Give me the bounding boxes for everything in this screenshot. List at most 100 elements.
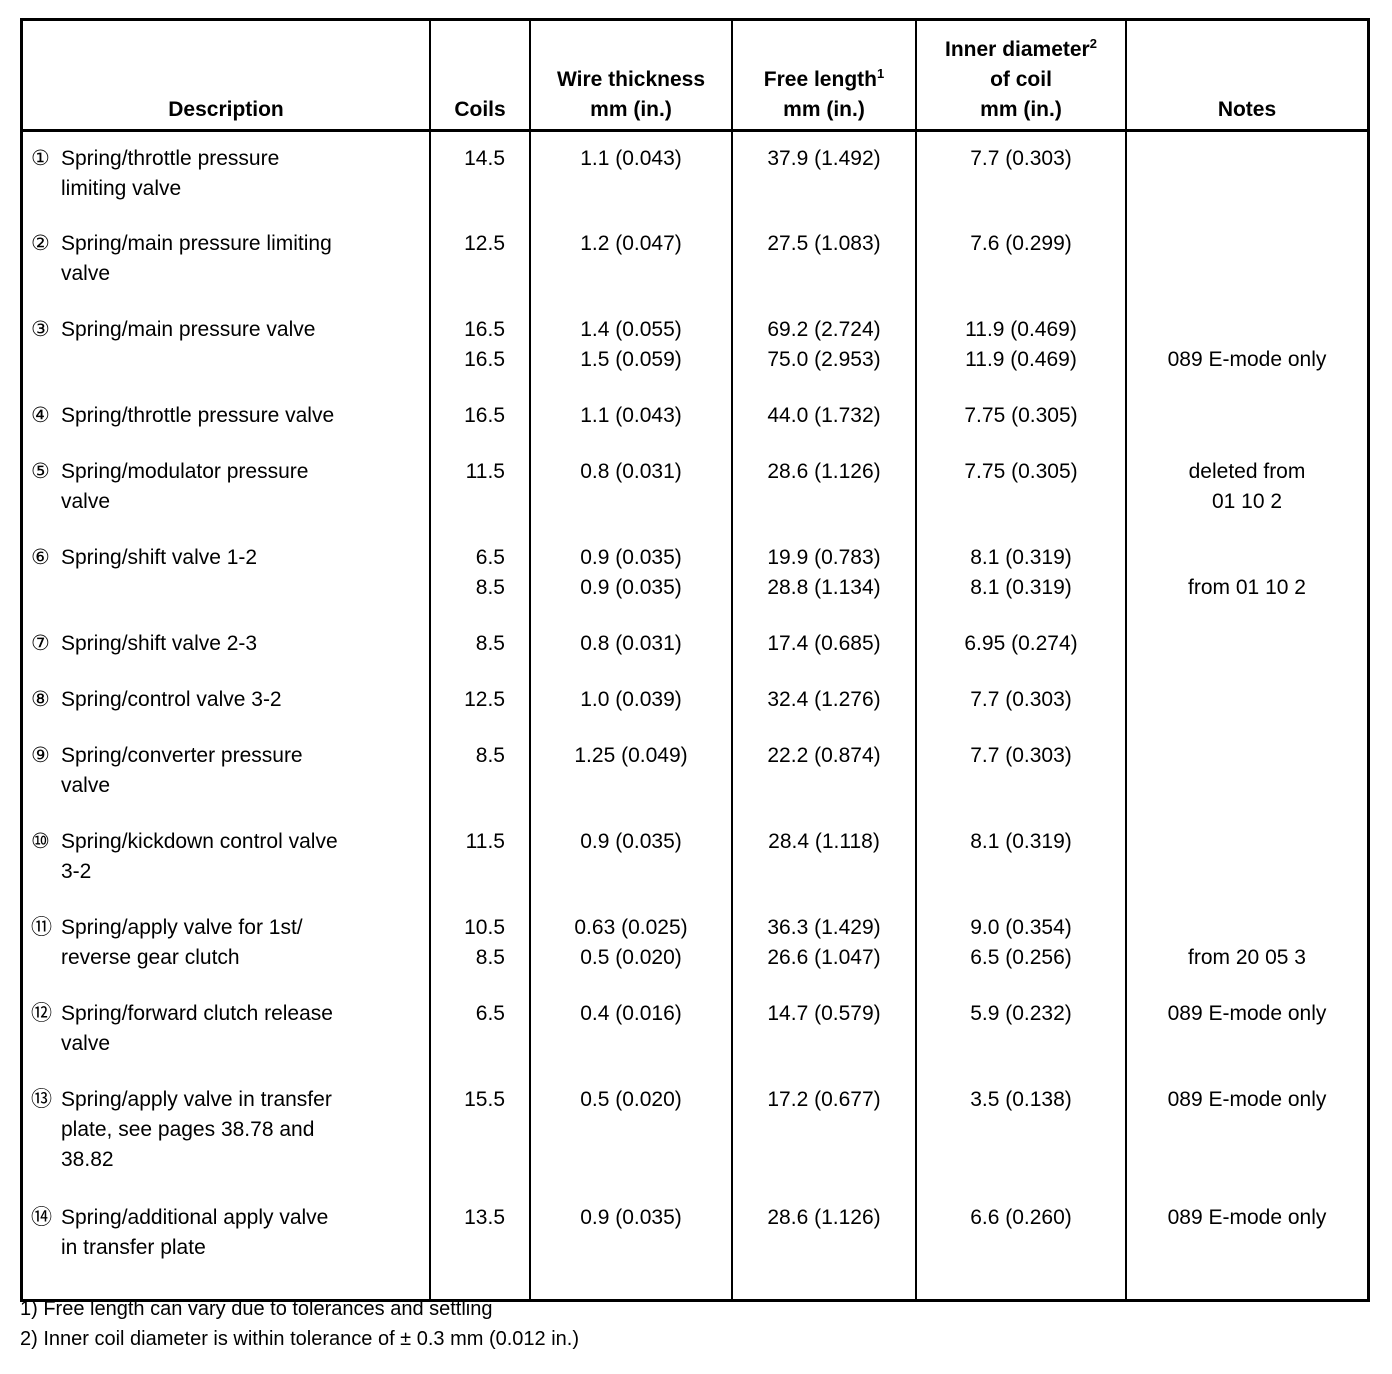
- table-row: ⑤ Spring/modulator pressure valve 11.5 0.8 (…: [20, 452, 1370, 539]
- coils-cell: 8.5: [429, 736, 531, 823]
- coils-value: 8.5: [475, 945, 505, 969]
- wire-value: 1.2 (0.047): [580, 231, 682, 255]
- inner-cell: 7.75 (0.305): [915, 452, 1127, 539]
- description-cell: ⑧ Spring/control valve 3-2: [20, 680, 431, 737]
- wire-value: 1.25 (0.049): [574, 743, 688, 767]
- wire-cell: 0.5 (0.020): [529, 1080, 733, 1199]
- description-text: valve: [61, 261, 111, 285]
- free-cell: 32.4 (1.276): [731, 680, 917, 737]
- notes-cell: 089 E-mode only: [1125, 1080, 1370, 1199]
- inner-cell: 3.5 (0.138): [915, 1080, 1127, 1199]
- wire-value: 1.0 (0.039): [580, 687, 682, 711]
- wire-cell: 0.9 (0.035) 0.9 (0.035): [529, 538, 733, 625]
- coils-value: 13.5: [464, 1205, 505, 1229]
- item-number: ⑧: [31, 687, 50, 711]
- notes-value: 089 E-mode only: [1167, 1087, 1327, 1111]
- column-header-free-length: Free length1 mm (in.): [731, 19, 917, 132]
- wire-value: 0.9 (0.035): [580, 545, 682, 569]
- table-row: ⑥ Spring/shift valve 1-2 6.5 8.5 0.9 (0.035)…: [20, 538, 1370, 625]
- coils-cell: 16.5: [429, 396, 531, 453]
- inner-value: 8.1 (0.319): [970, 829, 1072, 853]
- description-cell: ⑨ Spring/converter pressure valve: [20, 736, 431, 823]
- free-cell: 17.4 (0.685): [731, 624, 917, 681]
- item-number: ⑬: [31, 1087, 52, 1111]
- free-value: 27.5 (1.083): [767, 231, 881, 255]
- description-text: Spring/shift valve 2-3: [61, 631, 258, 655]
- free-value: 36.3 (1.429): [767, 915, 881, 939]
- table-row: ③ Spring/main pressure valve 16.5 16.5 1.4 (…: [20, 310, 1370, 397]
- description-text: Spring/forward clutch release: [61, 1001, 333, 1025]
- item-number: ⑫: [31, 1001, 52, 1025]
- item-number: ⑩: [31, 829, 50, 853]
- notes-value: [1127, 543, 1367, 573]
- inner-value: 7.7 (0.303): [970, 743, 1072, 767]
- inner-cell: 7.7 (0.303): [915, 736, 1127, 823]
- free-cell: 14.7 (0.579): [731, 994, 917, 1081]
- inner-value: 7.75 (0.305): [964, 403, 1078, 427]
- free-value: 32.4 (1.276): [767, 687, 881, 711]
- header-row: Description Coils Wire thickness mm (in.) Fr…: [20, 19, 1370, 132]
- description-cell: ⑪ Spring/apply valve for 1st/reverse gear…: [20, 908, 431, 995]
- footnote-2: 2) Inner coil diameter is within toleran…: [20, 1328, 579, 1350]
- notes-value: 089 E-mode only: [1167, 347, 1327, 371]
- header-text: Coils: [454, 98, 506, 121]
- inner-cell: 5.9 (0.232): [915, 994, 1127, 1081]
- description-cell: ⑫ Spring/forward clutch release valve: [20, 994, 431, 1081]
- wire-cell: 1.1 (0.043): [529, 396, 733, 453]
- header-text: mm (in.): [980, 98, 1062, 121]
- coils-value: 8.5: [475, 575, 505, 599]
- coils-cell: 10.5 8.5: [429, 908, 531, 995]
- notes-value: [1127, 315, 1367, 345]
- notes-value: 089 E-mode only: [1167, 1001, 1327, 1025]
- coils-value: 11.5: [465, 459, 505, 483]
- coils-value: 16.5: [464, 347, 505, 371]
- coils-value: 12.5: [464, 231, 505, 255]
- description-text: Spring/shift valve 1-2: [61, 545, 258, 569]
- notes-value: [1127, 913, 1367, 943]
- coils-value: 16.5: [464, 403, 505, 427]
- wire-cell: 1.4 (0.055) 1.5 (0.059): [529, 310, 733, 397]
- free-value: 17.4 (0.685): [767, 631, 881, 655]
- notes-cell: from 01 10 2: [1125, 538, 1370, 625]
- item-number: ⑤: [31, 459, 50, 483]
- description-cell: ③ Spring/main pressure valve: [20, 310, 431, 397]
- coils-cell: 8.5: [429, 624, 531, 681]
- notes-cell: [1125, 736, 1370, 823]
- coils-value: 11.5: [465, 829, 505, 853]
- coils-cell: 12.5: [429, 680, 531, 737]
- inner-cell: 9.0 (0.354) 6.5 (0.256): [915, 908, 1127, 995]
- coils-cell: 13.5: [429, 1198, 531, 1301]
- coils-cell: 6.5: [429, 994, 531, 1081]
- notes-value: 089 E-mode only: [1167, 1205, 1327, 1229]
- notes-cell: [1125, 224, 1370, 311]
- notes-cell: deleted from 01 10 2: [1125, 452, 1370, 539]
- inner-cell: 7.6 (0.299): [915, 224, 1127, 311]
- table-row: ⑩ Spring/kickdown control valve 3-2 11.5 0.9…: [20, 822, 1370, 909]
- header-text: Inner diameter: [945, 38, 1090, 61]
- free-value: 28.8 (1.134): [767, 575, 881, 599]
- notes-cell: [1125, 624, 1370, 681]
- notes-cell: from 20 05 3: [1125, 908, 1370, 995]
- description-text: valve: [61, 773, 111, 797]
- wire-value: 0.5 (0.020): [580, 1087, 682, 1111]
- item-number: ②: [31, 231, 50, 255]
- description-text: 38.82: [61, 1147, 114, 1171]
- inner-value: 6.5 (0.256): [970, 945, 1072, 969]
- coils-value: 8.5: [475, 743, 505, 767]
- wire-cell: 1.0 (0.039): [529, 680, 733, 737]
- item-number: ⑨: [31, 743, 50, 767]
- description-cell: ② Spring/main pressure limiting valve: [20, 224, 431, 311]
- free-value: 28.6 (1.126): [767, 1205, 881, 1229]
- footnote-1: 1) Free length can vary due to tolerance…: [20, 1298, 493, 1320]
- free-cell: 69.2 (2.724) 75.0 (2.953): [731, 310, 917, 397]
- inner-value: 11.9 (0.469): [965, 317, 1077, 341]
- free-value: 37.9 (1.492): [767, 147, 881, 170]
- notes-cell: [1125, 130, 1370, 225]
- description-text: Spring/additional apply valve: [61, 1205, 329, 1229]
- table-row: ⑦ Spring/shift valve 2-3 8.5 0.8 (0.031) 17.…: [20, 624, 1370, 681]
- inner-cell: 6.95 (0.274): [915, 624, 1127, 681]
- coils-cell: 6.5 8.5: [429, 538, 531, 625]
- column-header-notes: Notes: [1125, 19, 1370, 132]
- wire-value: 0.4 (0.016): [580, 1001, 682, 1025]
- wire-value: 0.8 (0.031): [580, 459, 682, 483]
